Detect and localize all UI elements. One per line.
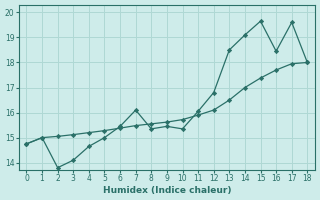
X-axis label: Humidex (Indice chaleur): Humidex (Indice chaleur) (103, 186, 231, 195)
